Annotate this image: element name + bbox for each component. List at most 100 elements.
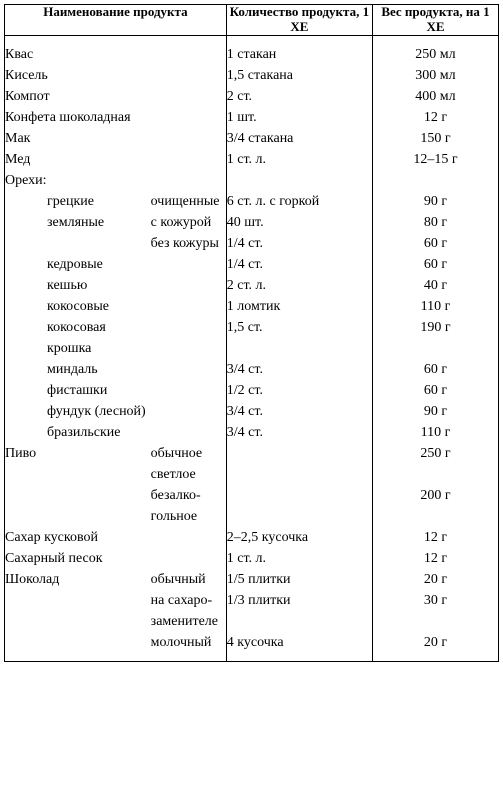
cell-name: Квас <box>5 35 151 65</box>
cell-qty: 3/4 ст. <box>226 401 372 422</box>
cell-weight: 250 мл <box>372 35 498 65</box>
table-row: Мак 3/4 стакана150 г <box>5 128 499 149</box>
cell-name: Компот <box>5 86 151 107</box>
cell-name <box>5 632 151 662</box>
cell-name <box>5 485 151 527</box>
table-body: Квас 1 стакан250 млКисель1,5 стакана300 м… <box>5 35 499 661</box>
cell-note: на саха­ро-заме­нителе <box>151 590 227 632</box>
table-row: фундук (лесной) 3/4 ст.90 г <box>5 401 499 422</box>
cell-weight: 12 г <box>372 527 498 548</box>
cell-note <box>151 170 227 191</box>
table-row: кедровые 1/4 ст.60 г <box>5 254 499 275</box>
cell-weight <box>372 170 498 191</box>
cell-note <box>151 35 227 65</box>
cell-name: миндаль <box>5 359 151 380</box>
cell-name: земляные <box>5 212 151 233</box>
cell-note <box>151 380 227 401</box>
cell-name: кедровые <box>5 254 151 275</box>
cell-name: фундук (лесной) <box>5 401 151 422</box>
cell-note <box>151 317 227 359</box>
table-row: Квас 1 стакан250 мл <box>5 35 499 65</box>
cell-note <box>151 401 227 422</box>
table-row: грецкиеочищен­ные6 ст. л. с горкой90 г <box>5 191 499 212</box>
table-row: земляныес кожу­рой40 шт.80 г <box>5 212 499 233</box>
cell-weight: 60 г <box>372 359 498 380</box>
table-row: Пивообычное светлое250 г <box>5 443 499 485</box>
cell-weight: 30 г <box>372 590 498 632</box>
cell-name: Кисель <box>5 65 151 86</box>
cell-weight: 60 г <box>372 254 498 275</box>
table-row: безалко­гольное200 г <box>5 485 499 527</box>
cell-name: Мак <box>5 128 151 149</box>
cell-note <box>151 254 227 275</box>
cell-weight: 60 г <box>372 233 498 254</box>
cell-name: Шоколад <box>5 569 151 590</box>
cell-note <box>151 359 227 380</box>
xe-table: Наименование продукта Количество продукт… <box>4 4 499 662</box>
cell-qty: 1 шт. <box>226 107 372 128</box>
cell-name: Конфета шоколадная <box>5 107 151 128</box>
cell-name: фисташки <box>5 380 151 401</box>
cell-qty <box>226 485 372 527</box>
cell-name: бразильские <box>5 422 151 443</box>
cell-name: Сахарный песок <box>5 548 151 569</box>
cell-qty: 3/4 ст. <box>226 422 372 443</box>
table-row: Орехи: <box>5 170 499 191</box>
cell-weight: 200 г <box>372 485 498 527</box>
cell-qty <box>226 170 372 191</box>
cell-qty: 2 ст. <box>226 86 372 107</box>
cell-weight: 90 г <box>372 401 498 422</box>
cell-weight: 300 мл <box>372 65 498 86</box>
cell-qty: 1,5 ст. <box>226 317 372 359</box>
cell-weight: 250 г <box>372 443 498 485</box>
header-weight: Вес продукта, на 1 ХЕ <box>372 5 498 36</box>
cell-qty: 1/4 ст. <box>226 233 372 254</box>
cell-weight: 190 г <box>372 317 498 359</box>
cell-note: с кожу­рой <box>151 212 227 233</box>
cell-weight: 12 г <box>372 107 498 128</box>
cell-note: молоч­ный <box>151 632 227 662</box>
table-row: Компот 2 ст.400 мл <box>5 86 499 107</box>
cell-note: очищен­ные <box>151 191 227 212</box>
cell-weight: 110 г <box>372 422 498 443</box>
cell-name: кокосовая крошка <box>5 317 151 359</box>
cell-note: без ко­журы <box>151 233 227 254</box>
table-row: Конфета шоколадная 1 шт.12 г <box>5 107 499 128</box>
cell-note <box>151 107 227 128</box>
table-row: кокосовые1 ломтик110 г <box>5 296 499 317</box>
table-row: молоч­ный4 кусочка20 г <box>5 632 499 662</box>
cell-note <box>151 149 227 170</box>
cell-qty: 3/4 стакана <box>226 128 372 149</box>
cell-weight: 60 г <box>372 380 498 401</box>
cell-qty: 1 стакан <box>226 35 372 65</box>
table-row: Мед1 ст. л.12–15 г <box>5 149 499 170</box>
cell-note <box>151 296 227 317</box>
table-row: кокосовая крошка 1,5 ст.190 г <box>5 317 499 359</box>
cell-weight: 90 г <box>372 191 498 212</box>
cell-qty: 40 шт. <box>226 212 372 233</box>
table-row: бразильские 3/4 ст.110 г <box>5 422 499 443</box>
cell-weight: 20 г <box>372 632 498 662</box>
cell-note <box>151 128 227 149</box>
cell-qty: 4 кусочка <box>226 632 372 662</box>
cell-name: Пиво <box>5 443 151 485</box>
cell-note <box>151 548 227 569</box>
cell-note <box>151 527 227 548</box>
page: Наименование продукта Количество продукт… <box>0 0 503 796</box>
cell-qty: 1/4 ст. <box>226 254 372 275</box>
cell-name <box>5 590 151 632</box>
table-row: Сахарный песок1 ст. л.12 г <box>5 548 499 569</box>
table-row: на саха­ро-заме­нителе1/3 плитки30 г <box>5 590 499 632</box>
cell-weight: 12–15 г <box>372 149 498 170</box>
table-row: Сахар кусковой2–2,5 кусочка12 г <box>5 527 499 548</box>
cell-qty: 1/5 плитки <box>226 569 372 590</box>
cell-qty: 1 ломтик <box>226 296 372 317</box>
cell-name: грецкие <box>5 191 151 212</box>
cell-name: Орехи: <box>5 170 151 191</box>
table-head: Наименование продукта Количество продукт… <box>5 5 499 36</box>
cell-weight: 150 г <box>372 128 498 149</box>
cell-weight: 400 мл <box>372 86 498 107</box>
cell-weight: 40 г <box>372 275 498 296</box>
cell-qty: 1 ст. л. <box>226 548 372 569</box>
table-row: Кисель1,5 стакана300 мл <box>5 65 499 86</box>
